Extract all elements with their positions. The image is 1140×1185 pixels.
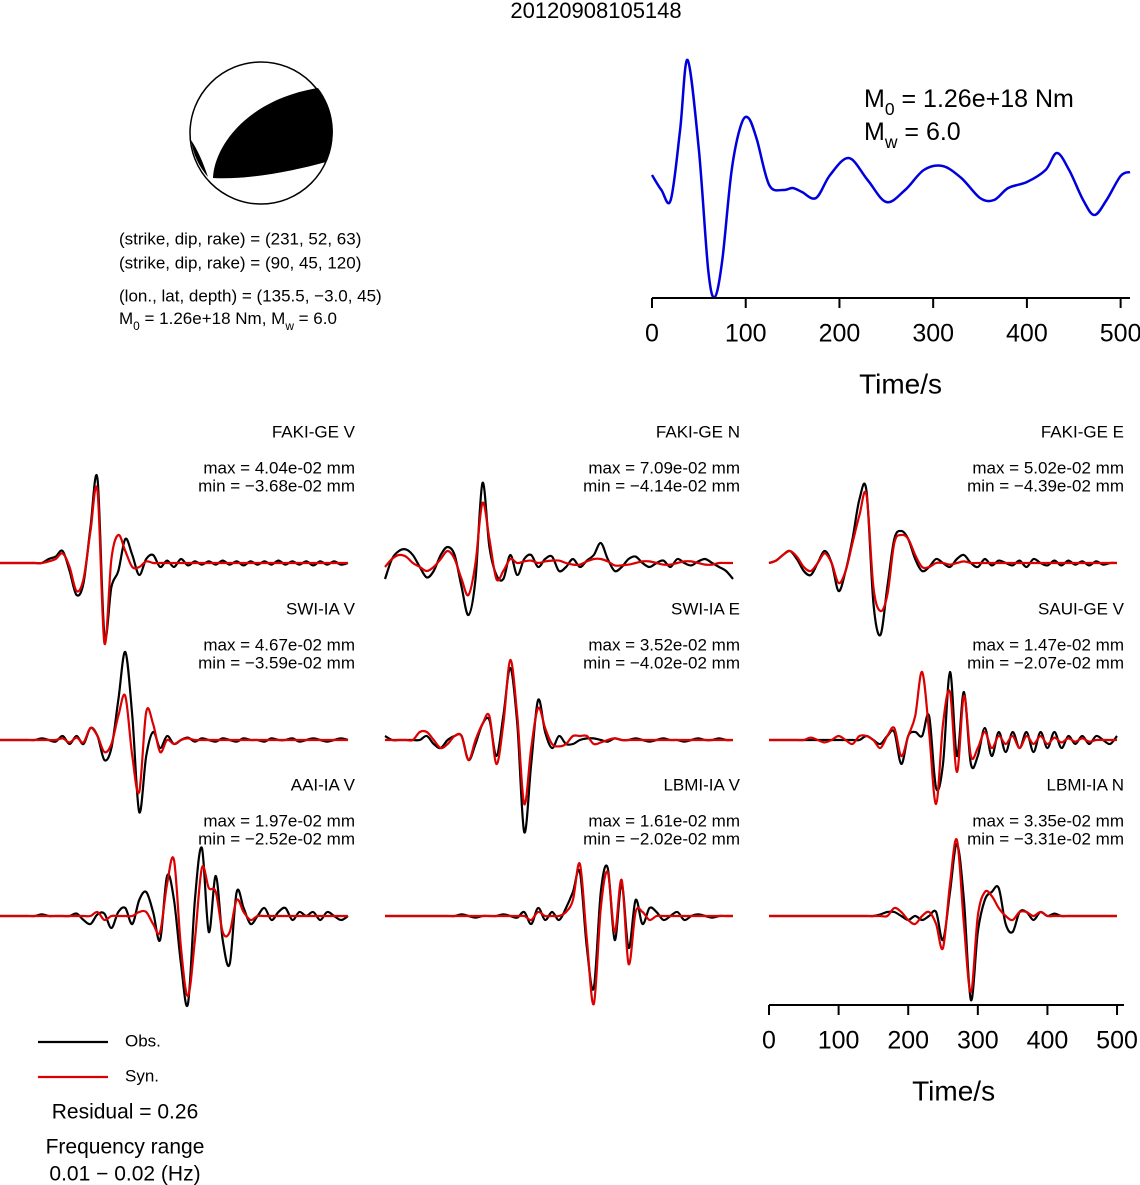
min-label: min = −2.52e-02 mm [198,829,355,848]
x-axis-label: Time/s [912,1075,995,1106]
station-label: FAKI-GE V [272,422,356,441]
syn-trace [0,485,348,646]
min-label: min = −3.31e-02 mm [967,829,1124,848]
max-label: max = 4.67e-02 mm [203,635,355,654]
x-tick-label: 100 [818,1027,860,1055]
obs-trace [768,842,1117,1002]
legend-label: Obs. [125,1031,161,1050]
min-label: min = −4.14e-02 mm [583,476,740,495]
beachball [189,61,333,205]
syn-trace [384,501,733,597]
x-tick-label: 500 [1100,320,1140,348]
min-label: min = −2.02e-02 mm [583,829,740,848]
x-tick-label: 300 [957,1027,999,1055]
subscript-text: Mw = 6.0 [864,118,961,152]
max-label: max = 4.04e-02 mm [203,458,355,477]
station-label: LBMI-IA V [663,775,740,794]
min-label: min = −4.02e-02 mm [583,653,740,672]
x-tick-label: 100 [725,320,767,348]
max-label: max = 3.35e-02 mm [972,811,1124,830]
subscript: w [284,319,294,333]
max-label: max = 5.02e-02 mm [972,458,1124,477]
station-label: SWI-IA E [671,599,740,618]
obs-trace [383,481,734,617]
syn-trace [384,658,733,806]
syn-trace [768,490,1117,613]
x-tick-label: 200 [887,1027,929,1055]
x-tick-label: 0 [762,1027,776,1055]
station-label: LBMI-IA N [1047,775,1124,794]
note: 0.01 − 0.02 (Hz) [49,1163,200,1185]
x-tick-label: 300 [912,320,954,348]
min-label: min = −3.68e-02 mm [198,476,355,495]
text-part: M [119,309,133,328]
text-part: = 6.0 [897,118,960,146]
syn-trace [768,670,1117,806]
station-label: SWI-IA V [286,599,356,618]
max-label: max = 1.47e-02 mm [972,635,1124,654]
max-label: max = 1.97e-02 mm [203,811,355,830]
x-tick-label: 500 [1096,1027,1138,1055]
note: Frequency range [46,1136,205,1159]
x-axis-label: Time/s [859,368,942,399]
note: Residual = 0.26 [52,1101,199,1124]
max-label: max = 1.61e-02 mm [588,811,740,830]
syn-trace [0,856,348,998]
x-tick-label: 0 [645,320,659,348]
x-tick-label: 400 [1027,1027,1069,1055]
source-time-function [650,58,1131,299]
station-label: FAKI-GE E [1041,422,1124,441]
max-label: max = 7.09e-02 mm [588,458,740,477]
subscript-text: M0 = 1.26e+18 Nm [864,85,1074,119]
station-label: FAKI-GE N [656,422,740,441]
mechanism-line: (strike, dip, rake) = (90, 45, 120) [119,253,361,272]
min-label: min = −4.39e-02 mm [967,476,1124,495]
obs-trace [0,846,349,1008]
title: 20120908105148 [510,0,681,23]
station-label: AAI-IA V [291,775,356,794]
text-part: = 1.26e+18 Nm [895,85,1074,113]
text-part: = 1.26e+18 Nm, M [140,309,286,328]
subscript: w [884,132,898,152]
text-part: M [864,118,885,146]
obs-trace [384,864,733,991]
text-part: = 6.0 [294,309,337,328]
subscript: 0 [885,99,895,119]
syn-trace [0,693,348,795]
x-tick-label: 200 [819,320,861,348]
syn-trace [384,862,733,1006]
text-part: M [864,85,885,113]
station-label: SAUI-GE V [1038,599,1125,618]
legend-label: Syn. [125,1066,159,1085]
mechanism-line: (lon., lat, depth) = (135.5, −3.0, 45) [119,286,382,305]
x-tick-label: 400 [1006,320,1048,348]
min-label: min = −3.59e-02 mm [198,653,355,672]
subscript: 0 [133,319,140,333]
subscript-text: M0 = 1.26e+18 Nm, Mw = 6.0 [119,309,337,333]
mechanism-line: (strike, dip, rake) = (231, 52, 63) [119,229,361,248]
max-label: max = 3.52e-02 mm [588,635,740,654]
min-label: min = −2.07e-02 mm [967,653,1124,672]
obs-trace [384,666,734,834]
syn-trace [768,838,1117,994]
